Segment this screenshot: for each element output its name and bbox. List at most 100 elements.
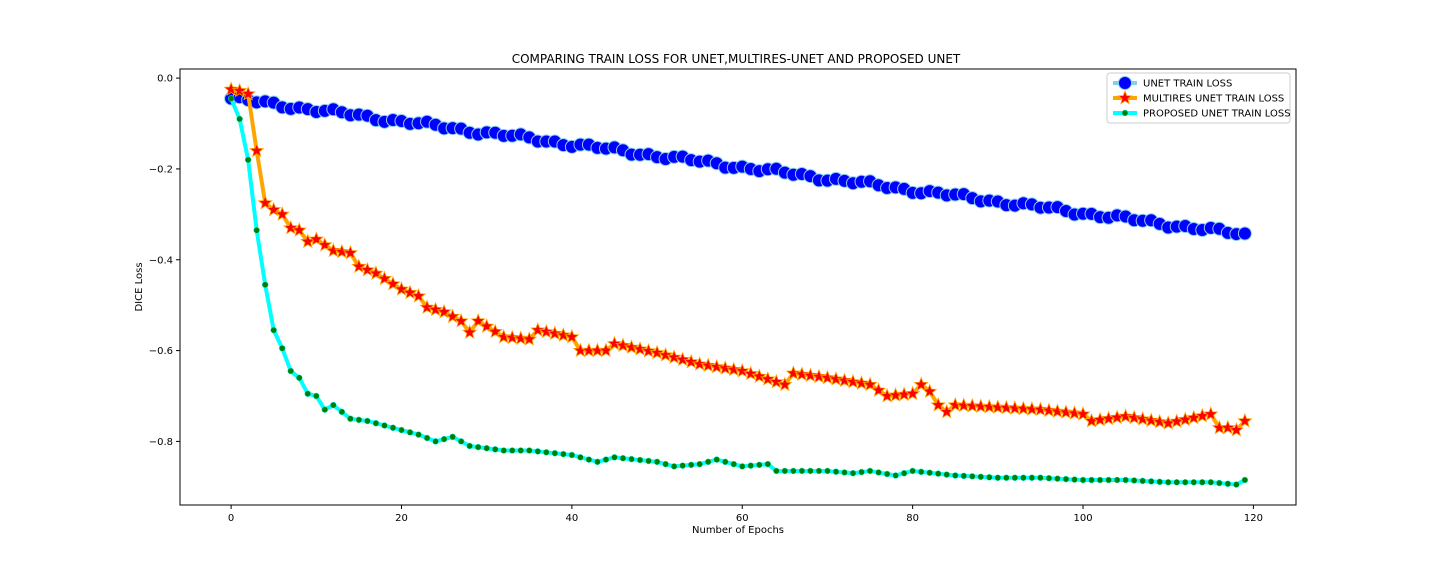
data-point	[1182, 479, 1189, 486]
data-point	[457, 438, 465, 445]
data-point	[265, 201, 282, 217]
data-point	[470, 312, 486, 328]
data-point	[313, 392, 320, 400]
data-point	[670, 463, 678, 470]
data-point	[751, 368, 768, 384]
data-point	[666, 349, 682, 364]
data-point	[611, 454, 618, 461]
data-point	[986, 474, 993, 481]
data-point	[1173, 479, 1180, 486]
legend-swatch-marker	[1118, 76, 1132, 90]
data-point	[892, 472, 899, 479]
y-tick-label: −0.6	[149, 346, 173, 357]
x-tick-label: 100	[1073, 513, 1092, 524]
data-point	[585, 456, 593, 463]
plot-area	[223, 81, 1253, 488]
data-point	[478, 318, 495, 333]
data-point	[700, 357, 716, 373]
data-point	[440, 435, 448, 443]
data-point	[521, 331, 537, 346]
data-point	[1147, 478, 1155, 485]
data-point	[904, 385, 921, 401]
data-point	[1041, 402, 1057, 418]
data-point	[602, 456, 610, 463]
data-point	[508, 447, 516, 454]
data-point	[1020, 474, 1027, 481]
data-point	[674, 351, 691, 367]
data-point	[802, 367, 819, 383]
data-point	[325, 242, 342, 258]
data-point	[1032, 401, 1049, 417]
data-point	[1130, 477, 1138, 484]
data-point	[500, 447, 507, 454]
data-point	[649, 344, 665, 360]
data-point	[393, 281, 410, 296]
data-point	[236, 115, 243, 123]
data-point	[1045, 474, 1053, 482]
data-point	[921, 383, 938, 399]
x-tick-label: 0	[228, 513, 234, 524]
data-point	[517, 447, 525, 454]
data-point	[560, 450, 567, 458]
data-point	[372, 420, 380, 427]
data-point	[436, 303, 452, 319]
data-point	[317, 236, 333, 252]
y-tick-label: 0.0	[157, 74, 173, 85]
data-point	[496, 328, 512, 344]
y-tick-label: −0.4	[149, 255, 173, 266]
data-point	[444, 308, 461, 324]
legend-box	[1106, 72, 1291, 124]
data-point	[704, 458, 712, 466]
data-point	[359, 261, 376, 277]
data-point	[1143, 412, 1159, 428]
data-point	[858, 468, 865, 476]
data-point	[376, 270, 393, 286]
data-point	[862, 376, 878, 392]
data-point	[296, 374, 303, 382]
data-point	[747, 462, 755, 469]
y-axis-label: DICE Loss	[134, 262, 145, 311]
data-point	[564, 328, 580, 344]
data-point	[708, 358, 725, 374]
data-point	[1237, 412, 1253, 428]
data-point	[764, 460, 772, 468]
data-point	[870, 382, 887, 397]
data-point	[491, 446, 499, 453]
x-tick-label: 20	[395, 513, 408, 524]
data-point	[1113, 476, 1121, 484]
series-unet-train-loss	[224, 90, 1252, 242]
data-point	[410, 287, 427, 303]
data-point	[308, 231, 325, 246]
data-point	[845, 373, 861, 389]
data-point	[1071, 476, 1078, 483]
data-point	[909, 467, 916, 475]
data-point	[721, 458, 729, 466]
data-point	[530, 322, 546, 337]
data-point	[1203, 406, 1219, 421]
data-point	[419, 299, 435, 314]
data-point	[773, 467, 780, 475]
data-point	[1126, 409, 1142, 425]
data-point	[1011, 474, 1019, 481]
data-point	[653, 458, 661, 466]
data-point	[1207, 479, 1215, 486]
data-point	[960, 472, 968, 480]
data-point	[1241, 476, 1249, 484]
data-point	[240, 85, 256, 101]
data-point	[623, 339, 640, 354]
data-point	[538, 323, 555, 339]
data-point	[1237, 226, 1252, 241]
data-point	[274, 206, 290, 221]
legend-label: UNET TRAIN LOSS	[1143, 79, 1232, 90]
data-point	[449, 433, 456, 441]
data-point	[977, 473, 985, 481]
data-point	[815, 467, 823, 475]
data-point	[951, 472, 959, 479]
data-point	[427, 301, 444, 317]
data-point	[1224, 480, 1232, 488]
data-point	[900, 469, 908, 477]
data-point	[1151, 413, 1168, 429]
data-point	[913, 376, 929, 392]
